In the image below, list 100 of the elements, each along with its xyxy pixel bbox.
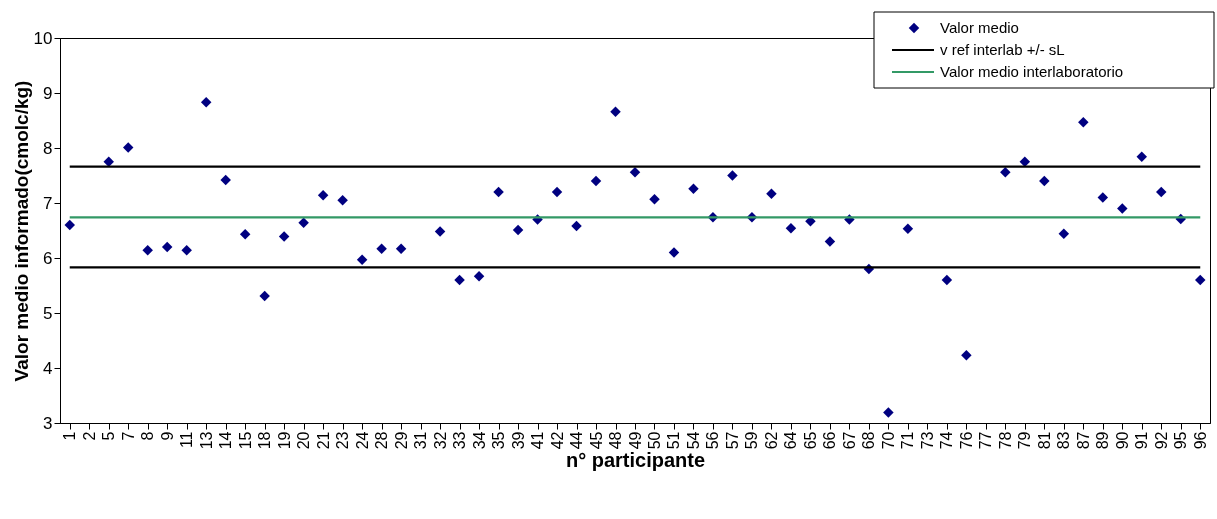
x-tick-label: 49 — [626, 431, 644, 450]
x-tick-label: 70 — [879, 431, 897, 450]
x-tick-label: 50 — [645, 431, 663, 450]
point — [941, 274, 953, 286]
x-tick-label: 33 — [451, 431, 469, 450]
x-tick-label: 71 — [899, 431, 917, 450]
x-tick-label: 68 — [860, 431, 878, 450]
point — [161, 241, 173, 253]
y-axis-title: Valor medio informado(cmolc/kg) — [10, 80, 32, 382]
x-tick-label: 73 — [918, 431, 936, 450]
point — [395, 243, 407, 254]
x-tick-label: 59 — [743, 431, 761, 450]
y-tick-label: 4 — [43, 358, 53, 378]
x-tick-label: 5 — [100, 431, 118, 441]
x-tick-label: 96 — [1191, 431, 1209, 450]
y-tick-label: 5 — [43, 303, 53, 323]
point — [200, 97, 212, 108]
point — [883, 407, 894, 418]
x-tick-label: 15 — [236, 431, 254, 450]
point — [785, 223, 797, 234]
legend-label: Valor medio — [940, 19, 1019, 36]
x-tick-label: 79 — [1016, 431, 1034, 450]
x-tick-label: 23 — [334, 431, 352, 450]
x-tick-label: 11 — [178, 431, 196, 449]
x-tick-label: 42 — [548, 431, 566, 450]
point — [1000, 166, 1011, 178]
x-tick-label: 90 — [1113, 431, 1131, 450]
y-tick-label: 3 — [43, 413, 53, 433]
point — [356, 254, 368, 265]
x-tick-label: 83 — [1055, 431, 1073, 450]
x-tick-label: 21 — [314, 431, 332, 450]
point — [122, 142, 134, 153]
x-tick-label: 76 — [957, 431, 975, 450]
point — [688, 183, 699, 194]
x-tick-label: 32 — [431, 431, 449, 450]
x-tick-label: 41 — [529, 431, 547, 450]
point — [1039, 175, 1050, 187]
x-tick-label: 91 — [1133, 431, 1151, 450]
x-tick-label: 2 — [80, 431, 98, 441]
point — [1117, 203, 1128, 214]
legend-label: Valor medio interlaboratorio — [940, 63, 1124, 80]
x-tick-label: 19 — [275, 431, 293, 450]
point — [1097, 192, 1109, 203]
point — [103, 156, 114, 167]
point — [1156, 186, 1167, 198]
x-tick-label: 44 — [568, 431, 586, 450]
y-tick-label: 7 — [43, 193, 53, 213]
x-tick-label: 78 — [996, 431, 1014, 450]
x-tick-label: 77 — [977, 431, 995, 450]
point — [298, 217, 309, 229]
x-tick-label: 87 — [1074, 431, 1092, 450]
point — [220, 174, 231, 186]
point — [1019, 156, 1031, 167]
x-tick-label: 74 — [938, 431, 956, 450]
x-tick-label: 64 — [782, 431, 800, 450]
x-tick-label: 54 — [684, 431, 702, 450]
y-tick-label: 10 — [33, 28, 53, 48]
point — [668, 247, 680, 258]
point — [317, 190, 329, 201]
x-tick-label: 29 — [392, 431, 410, 450]
x-tick-label: 35 — [490, 431, 508, 450]
x-tick-label: 48 — [607, 431, 625, 450]
x-tick-label: 95 — [1172, 431, 1190, 450]
point — [1058, 228, 1070, 240]
x-tick-label: 51 — [665, 431, 683, 450]
x-tick-label: 8 — [139, 431, 157, 441]
point — [961, 350, 972, 361]
x-tick-label: 62 — [762, 431, 780, 450]
x-tick-label: 7 — [119, 431, 137, 441]
point — [1136, 151, 1148, 163]
x-tick-label: 67 — [840, 431, 858, 450]
x-tick-label: 89 — [1094, 431, 1112, 450]
point — [1078, 116, 1089, 128]
point — [239, 229, 251, 240]
point — [649, 193, 660, 205]
point — [278, 231, 290, 242]
point — [902, 223, 914, 235]
x-tick-label: 81 — [1035, 431, 1053, 450]
x-tick-label: 13 — [197, 431, 215, 450]
x-tick-label: 1 — [61, 431, 79, 441]
y-tick-label: 8 — [43, 138, 53, 158]
x-tick-label: 31 — [412, 431, 430, 450]
point — [434, 226, 446, 237]
point — [629, 166, 641, 178]
point — [571, 220, 582, 232]
point — [454, 274, 465, 286]
point — [590, 175, 602, 187]
x-axis-title: n° participante — [565, 449, 706, 472]
point — [727, 170, 738, 181]
x-tick-label: 34 — [470, 431, 488, 450]
point — [376, 243, 387, 254]
legend-label: v ref interlab +/- sL — [940, 41, 1065, 58]
x-tick-label: 45 — [587, 431, 605, 450]
point — [766, 188, 777, 199]
y-tick-label: 6 — [43, 248, 53, 268]
x-tick-label: 56 — [704, 431, 722, 450]
x-tick-label: 9 — [158, 431, 176, 441]
point — [824, 236, 836, 247]
point — [142, 245, 153, 256]
point — [473, 270, 485, 282]
